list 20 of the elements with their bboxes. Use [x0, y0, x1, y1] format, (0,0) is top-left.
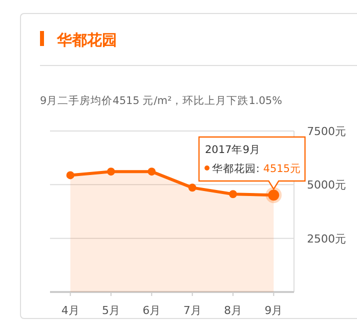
point	[229, 190, 237, 198]
x-tick-label: 6月	[142, 304, 161, 317]
point	[107, 168, 115, 176]
point	[188, 184, 196, 192]
chart-subtitle: 9月二手房均价4515 元/m²，环比上月下跌1.05%	[40, 94, 282, 107]
chart-title: 华都花园	[56, 31, 117, 49]
point	[148, 168, 156, 176]
annotation: 2017年9月	[205, 144, 260, 156]
x-tick-label: 8月	[224, 304, 242, 317]
y-tick-label: 7500元	[307, 125, 346, 138]
x-tick-label: 5月	[102, 304, 120, 317]
data-label: 4515元	[263, 163, 301, 175]
y-tick-label: 2500元	[307, 232, 346, 246]
x-tick-label: 4月	[61, 304, 80, 317]
y-tick-label: 5000元	[307, 178, 346, 192]
annotation: 华都花园:	[212, 162, 260, 175]
x-tick-label: 7月	[183, 304, 202, 317]
point	[66, 171, 74, 180]
x-tick-label: 9月	[264, 304, 283, 317]
tooltip: 2017年9月 华都花园: 4515元	[198, 136, 306, 190]
